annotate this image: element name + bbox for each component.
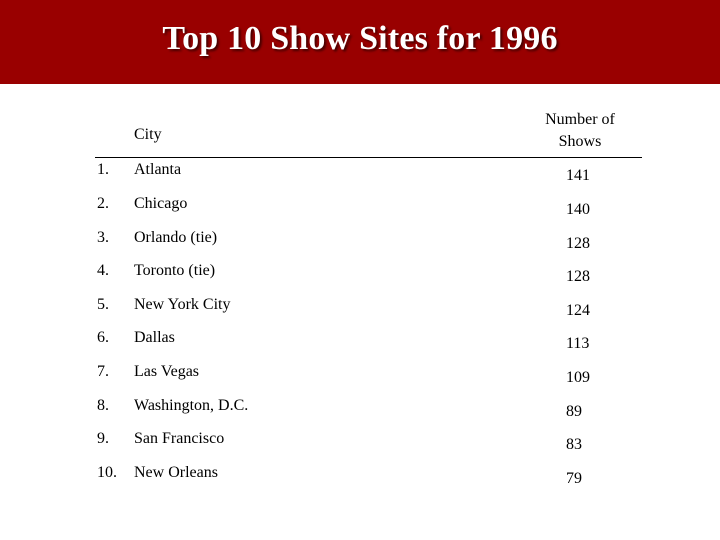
- row-rank: 10.: [97, 464, 117, 481]
- table-row: 9. San Francisco 83: [0, 430, 720, 464]
- row-city: New York City: [134, 296, 231, 313]
- table-row: 5. New York City 124: [0, 296, 720, 330]
- row-shows: 128: [566, 235, 590, 252]
- row-shows: 113: [566, 335, 590, 352]
- table-row: 4. Toronto (tie) 128: [0, 262, 720, 296]
- column-header-shows-line1: Number of: [545, 111, 615, 128]
- row-rank: 2.: [97, 195, 109, 212]
- row-rank: 8.: [97, 397, 109, 414]
- row-city: Toronto (tie): [134, 262, 216, 279]
- row-rank: 1.: [97, 161, 109, 178]
- row-shows: 83: [566, 436, 582, 453]
- row-shows: 79: [566, 470, 582, 487]
- table-row: 7. Las Vegas 109: [0, 363, 720, 397]
- column-header-shows-line2: Shows: [558, 133, 602, 150]
- row-shows: 109: [566, 369, 590, 386]
- column-header-shows: Number of Shows: [520, 109, 640, 153]
- row-city: Atlanta: [134, 161, 182, 178]
- row-rank: 4.: [97, 262, 109, 279]
- row-city: Orlando (tie): [134, 229, 218, 246]
- slide-title: Top 10 Show Sites for 1996: [162, 20, 558, 57]
- title-banner: [0, 0, 720, 84]
- row-rank: 7.: [97, 363, 109, 380]
- row-rank: 3.: [97, 229, 109, 246]
- row-city: New Orleans: [134, 464, 218, 481]
- row-shows: 89: [566, 403, 582, 420]
- table-row: 8. Washington, D.C. 89: [0, 397, 720, 431]
- row-city: Washington, D.C.: [134, 397, 249, 414]
- table-row: 3. Orlando (tie) 128: [0, 229, 720, 263]
- table-row: 2. Chicago 140: [0, 195, 720, 229]
- row-city: San Francisco: [134, 430, 225, 447]
- row-shows: 140: [566, 201, 590, 218]
- column-header-city: City: [134, 126, 162, 143]
- header-divider: [95, 157, 642, 158]
- row-rank: 6.: [97, 329, 109, 346]
- table-row: 6. Dallas 113: [0, 329, 720, 363]
- row-city: Dallas: [134, 329, 175, 346]
- row-rank: 5.: [97, 296, 109, 313]
- row-rank: 9.: [97, 430, 109, 447]
- row-city: Las Vegas: [134, 363, 200, 380]
- table-row: 10. New Orleans 79: [0, 464, 720, 498]
- row-shows: 124: [566, 302, 590, 319]
- row-city: Chicago: [134, 195, 188, 212]
- row-shows: 141: [566, 167, 590, 184]
- table-row: 1. Atlanta 141: [0, 161, 720, 195]
- row-shows: 128: [566, 268, 590, 285]
